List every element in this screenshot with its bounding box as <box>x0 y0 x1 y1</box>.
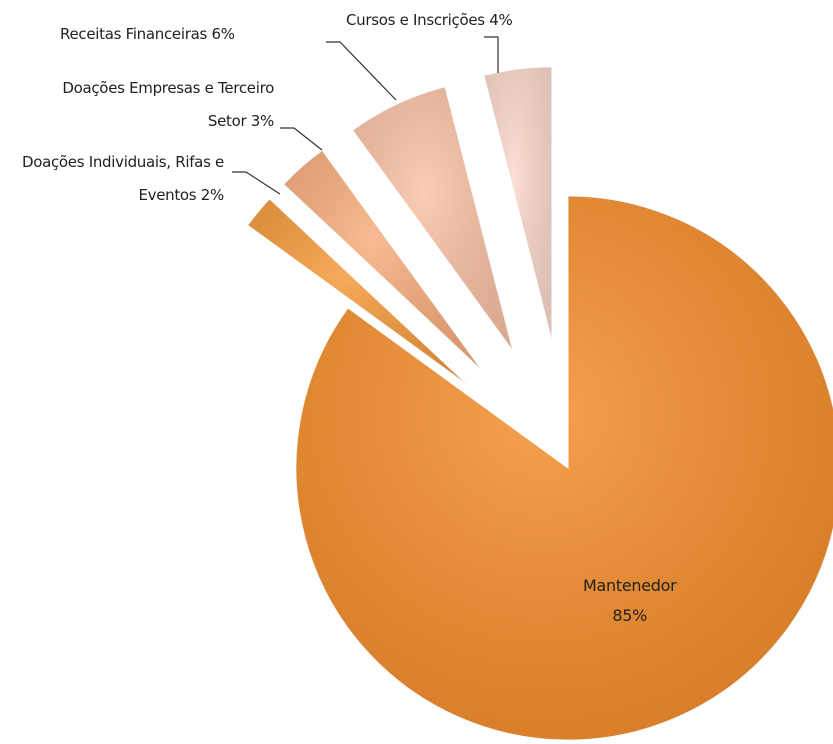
slice-label: Mantenedor 85% <box>550 571 710 631</box>
category-label: Doações Empresas e Terceiro Setor <box>62 79 274 130</box>
category-label: Receitas Financeiras <box>60 25 208 43</box>
category-label: Doações Individuais, Rifas e Eventos <box>21 153 224 204</box>
pie-slice <box>295 195 833 741</box>
leader-line <box>280 127 323 151</box>
leader-line <box>484 36 499 73</box>
value-label: 85% <box>612 606 648 626</box>
value-label: 6% <box>211 25 235 43</box>
value-label: 2% <box>200 186 225 204</box>
slice-label: Cursos e Inscrições 4% <box>346 4 596 37</box>
slice-label: Doações Empresas e Terceiro Setor 3% <box>58 72 274 138</box>
value-label: 4% <box>489 11 513 29</box>
category-label: Mantenedor <box>583 576 677 596</box>
slice-label: Doações Individuais, Rifas e Eventos 2% <box>8 146 224 212</box>
leader-line <box>326 41 397 101</box>
value-label: 3% <box>250 112 275 130</box>
leader-line <box>232 171 281 195</box>
slice-label: Receitas Financeiras 6% <box>60 18 322 51</box>
category-label: Cursos e Inscrições <box>346 11 485 29</box>
